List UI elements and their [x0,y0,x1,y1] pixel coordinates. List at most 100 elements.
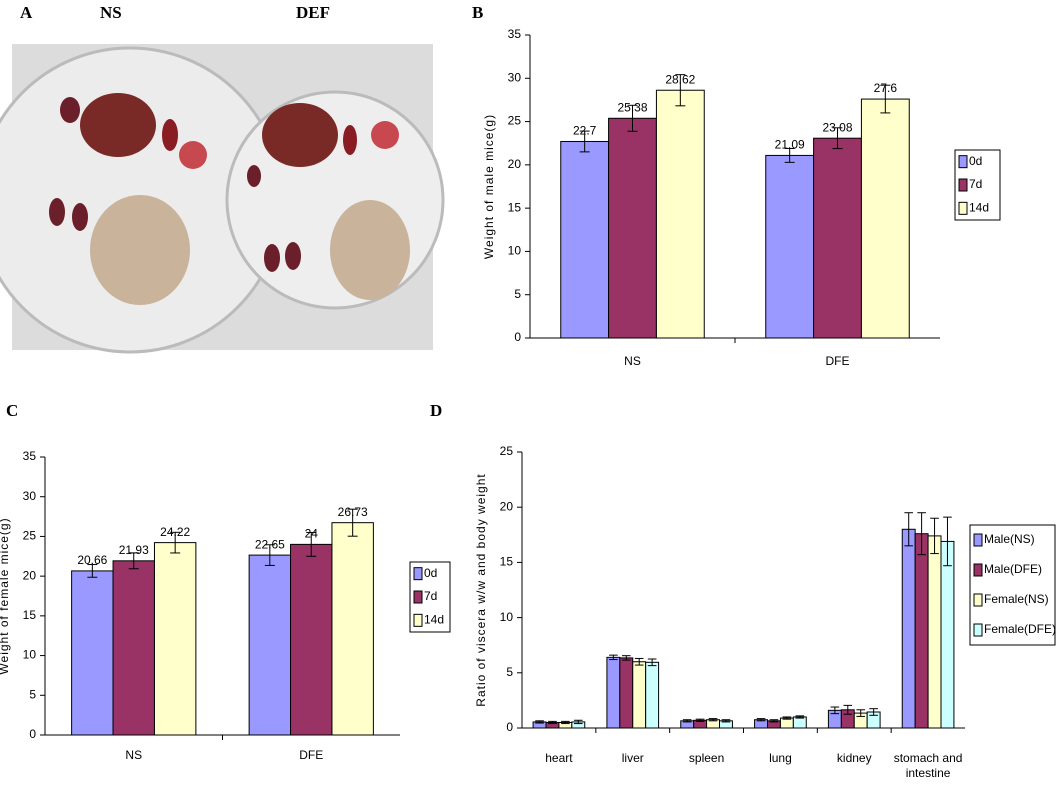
x-tick-label: stomach and intestine [893,751,963,780]
legend-label: Female(NS) [984,592,1049,606]
error-bar [627,104,638,132]
y-tick-label: 15 [500,555,514,569]
bar [860,98,910,339]
y-tick-label: 30 [23,489,37,503]
y-tick-label: 30 [508,70,522,84]
legend-swatch [973,533,983,547]
legend-label: 7d [424,589,437,603]
value-label: 27.6 [874,81,898,95]
error-bar [579,130,590,153]
bar [632,661,647,729]
y-tick-label: 5 [29,687,36,701]
value-label: 23.08 [822,120,852,134]
panel-label: D [430,401,442,420]
error-bar [573,719,583,725]
error-bar [904,512,914,547]
error-bar [347,508,358,537]
bar [813,137,862,339]
value-label: 20.66 [77,553,107,567]
bar [914,533,929,729]
bar [290,543,333,736]
y-tick-label: 25 [23,529,37,543]
error-bar [561,720,570,725]
y-tick-label: 10 [508,244,522,258]
legend-label: Male(NS) [984,532,1035,546]
y-tick-label: 15 [508,200,522,214]
value-label: 25.38 [617,100,647,114]
y-tick-label: 35 [508,27,522,41]
error-bar [682,719,692,723]
panel-label: A [20,3,33,22]
y-tick-label: 5 [506,665,513,679]
y-tick-label: 15 [23,608,37,622]
x-tick-label-box: kidney [836,751,872,765]
error-bar [695,718,705,722]
error-bar [880,84,891,114]
legend-label: 7d [969,177,982,191]
x-tick-label: DFE [826,354,850,368]
error-bar [856,709,866,717]
y-axis-title: Weight of male mice(g) [482,114,496,259]
error-bar [917,512,926,556]
error-bar [647,658,657,667]
error-bar [943,516,952,567]
bar [645,661,660,729]
photo-label: DEF [296,3,330,22]
value-label: 26.73 [338,505,368,519]
bar [560,140,610,339]
error-bar [609,654,618,661]
y-axis-title: Ratio of viscera w/w and body weight [474,473,488,706]
error-bar [634,657,644,666]
bar [331,522,374,736]
error-bar [87,564,98,578]
bar [765,154,815,339]
legend-label: 0d [424,566,437,580]
legend-swatch [973,593,983,607]
y-tick-label: 10 [500,610,514,624]
y-tick-label: 20 [500,499,514,513]
panel-label: C [6,401,18,420]
y-tick-label: 10 [23,648,37,662]
y-tick-label: 0 [29,727,36,741]
legend-swatch [413,567,423,581]
legend-label: 14d [969,201,989,215]
photo [0,44,445,354]
value-label: 24 [305,527,319,541]
x-tick-label-box: lung [769,751,792,765]
legend-box [969,524,1056,646]
legend-swatch [958,201,968,215]
error-bar [756,718,766,722]
error-bar [930,517,939,555]
bar [248,554,292,736]
legend-label: 0d [969,154,982,168]
legend-swatch [413,590,423,604]
value-label: 24.22 [160,525,190,539]
error-bar [306,531,317,557]
error-bar [832,127,843,150]
value-label: 22.65 [255,537,285,551]
error-bar [784,147,795,163]
y-tick-label: 25 [500,444,514,458]
x-tick-label: liver [621,751,644,765]
bar [792,716,807,729]
error-bar [535,720,544,724]
error-bar [869,708,878,716]
legend-swatch [958,178,968,192]
bar [112,560,155,736]
x-tick-label: lung [769,751,792,765]
error-bar [795,715,805,719]
legend-swatch [973,623,983,637]
x-tick-label: kidney [836,751,872,765]
bar [619,657,634,729]
x-tick-label: NS [624,354,641,368]
legend-label: 14d [424,613,444,627]
legend-label: Female(DFE) [984,622,1056,636]
error-bar [128,552,139,570]
error-bar [708,718,718,722]
photo-label: NS [100,3,122,22]
legend-swatch [413,613,423,627]
y-axis-title: Weight of female mice(g) [0,517,11,674]
x-tick-label: DFE [299,748,323,762]
error-bar [548,720,557,725]
